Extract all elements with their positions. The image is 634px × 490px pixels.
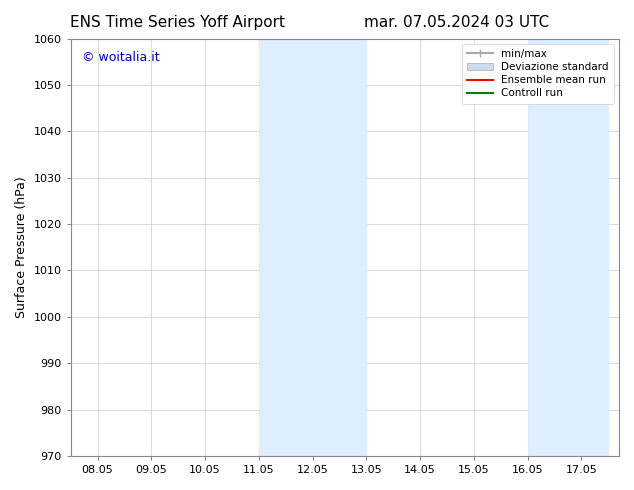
Text: © woitalia.it: © woitalia.it [82,51,159,64]
Text: mar. 07.05.2024 03 UTC: mar. 07.05.2024 03 UTC [364,15,549,30]
Text: ENS Time Series Yoff Airport: ENS Time Series Yoff Airport [70,15,285,30]
Legend: min/max, Deviazione standard, Ensemble mean run, Controll run: min/max, Deviazione standard, Ensemble m… [462,44,614,103]
Bar [527,39,608,456]
Bar [259,39,366,456]
Y-axis label: Surface Pressure (hPa): Surface Pressure (hPa) [15,176,28,318]
